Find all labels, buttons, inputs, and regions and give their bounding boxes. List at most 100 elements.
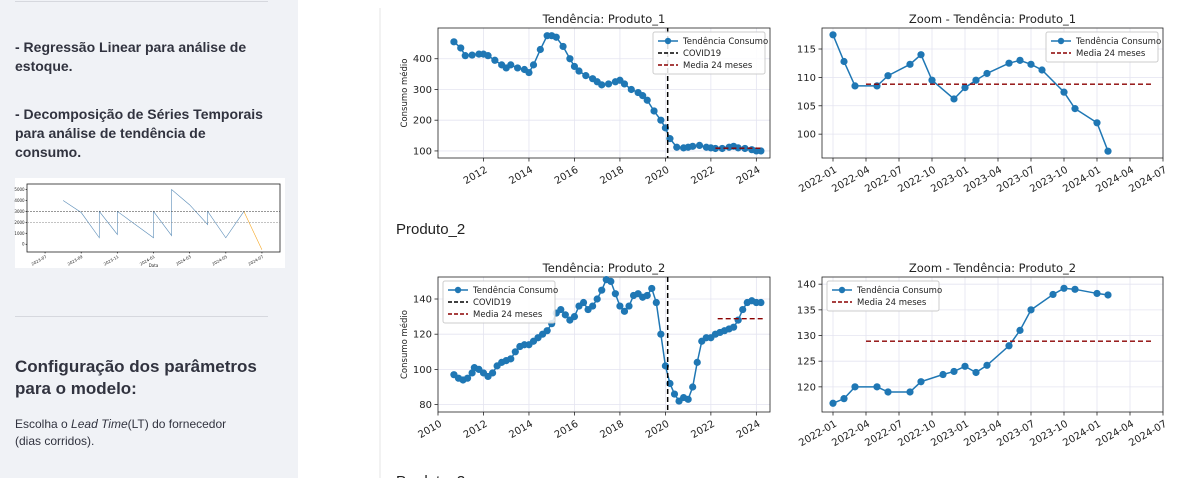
data-point <box>950 367 958 376</box>
data-point <box>598 81 606 89</box>
data-point <box>450 38 458 46</box>
section-label: Produto_3 <box>396 473 465 478</box>
data-point <box>673 143 681 151</box>
data-point <box>840 395 848 403</box>
legend-label: Media 24 meses <box>683 61 753 71</box>
x-tick-label: 2012 <box>462 419 490 441</box>
data-point <box>1093 119 1101 127</box>
data-point <box>511 348 519 356</box>
data-point <box>536 45 544 54</box>
y-tick-label: 400 <box>413 54 432 65</box>
data-point <box>1038 66 1046 74</box>
data-point <box>1016 326 1024 334</box>
data-point <box>928 76 936 84</box>
data-point <box>734 144 742 152</box>
data-point <box>851 82 859 90</box>
data-point <box>1104 291 1112 299</box>
y-tick-label: 4000 <box>14 198 25 203</box>
y-tick-label: 5000 <box>14 187 25 192</box>
y-tick-label: 140 <box>413 295 432 306</box>
legend-label: Media 24 meses <box>1076 49 1146 59</box>
legend-label: Media 24 meses <box>473 310 543 320</box>
data-point <box>1071 285 1079 293</box>
divider <box>15 1 268 2</box>
y-tick-label: 1000 <box>14 231 25 236</box>
axes-frame <box>821 276 1164 413</box>
x-tick-label: 2020 <box>644 419 672 441</box>
x-tick-label: 2022 <box>689 419 717 441</box>
y-tick-label: 130 <box>797 331 816 342</box>
data-point <box>739 305 747 314</box>
data-point <box>570 62 579 71</box>
data-point <box>983 69 991 78</box>
data-point <box>559 42 567 51</box>
legend-marker <box>1057 37 1065 45</box>
data-point <box>507 61 515 69</box>
data-point <box>1005 59 1013 67</box>
x-tick-label: 2024 <box>735 165 763 187</box>
y-axis-label: Consumo médio <box>399 310 410 379</box>
y-tick-label: 105 <box>797 101 816 112</box>
data-point <box>757 298 765 307</box>
y-tick-label: 115 <box>797 45 816 56</box>
section-label: Produto_2 <box>396 221 465 238</box>
input-label: Escolha o Lead Time(LT) do fornecedor (d… <box>15 416 255 450</box>
data-point <box>579 298 588 307</box>
data-point <box>1093 289 1101 298</box>
label-emphasis: Lead Time <box>71 417 128 431</box>
data-point <box>513 64 522 72</box>
legend-label: Tendência Consumo <box>856 285 942 296</box>
x-tick-label: 2016 <box>553 165 581 187</box>
data-point <box>598 286 606 294</box>
note: - Decomposição de Séries Temporais para … <box>15 106 263 160</box>
data-point <box>939 370 947 379</box>
chart-title: Tendência: Produto_1 <box>542 12 666 26</box>
data-point <box>650 107 658 115</box>
data-point <box>829 31 837 39</box>
data-point <box>575 67 583 75</box>
y-tick-label: 100 <box>797 130 816 141</box>
data-point <box>1060 88 1068 96</box>
chart-title: Zoom - Tendência: Produto_1 <box>909 12 1076 26</box>
data-point <box>734 316 742 324</box>
legend-box <box>652 31 766 75</box>
legend-box <box>442 280 556 324</box>
data-point <box>851 383 859 391</box>
data-point <box>718 144 726 153</box>
data-point <box>961 84 969 92</box>
y-tick-label: 80 <box>419 400 432 411</box>
data-point <box>468 51 476 59</box>
y-axis-label: Consumo médio <box>399 59 410 128</box>
data-point <box>693 358 701 366</box>
data-point <box>593 295 601 303</box>
series-line <box>243 211 263 250</box>
x-tick-label: 2014 <box>507 419 535 441</box>
data-point <box>1016 56 1024 64</box>
legend-marker <box>664 37 672 45</box>
data-point <box>741 144 749 153</box>
data-point <box>840 57 848 66</box>
x-axis-label: Data <box>149 263 159 268</box>
data-point <box>625 302 633 310</box>
data-point <box>884 388 892 396</box>
legend-label: Tendência Consumo <box>1075 36 1161 47</box>
data-point <box>873 383 881 391</box>
data-point <box>917 378 925 386</box>
data-point <box>552 33 560 41</box>
x-tick-label: 2018 <box>598 419 626 441</box>
data-point <box>652 298 660 307</box>
data-point <box>1027 306 1035 314</box>
data-point <box>620 80 629 88</box>
data-point <box>463 374 472 382</box>
data-point <box>488 369 497 377</box>
legend-marker <box>454 286 462 294</box>
legend-label: COVID19 <box>473 298 511 308</box>
data-point <box>566 55 574 63</box>
data-point <box>643 291 651 300</box>
axes-frame <box>821 27 1164 159</box>
chart-title: Zoom - Tendência: Produto_2 <box>909 261 1076 275</box>
x-tick-label: 2024 <box>735 419 763 441</box>
data-point <box>917 51 925 59</box>
y-tick-label: 100 <box>413 146 432 157</box>
